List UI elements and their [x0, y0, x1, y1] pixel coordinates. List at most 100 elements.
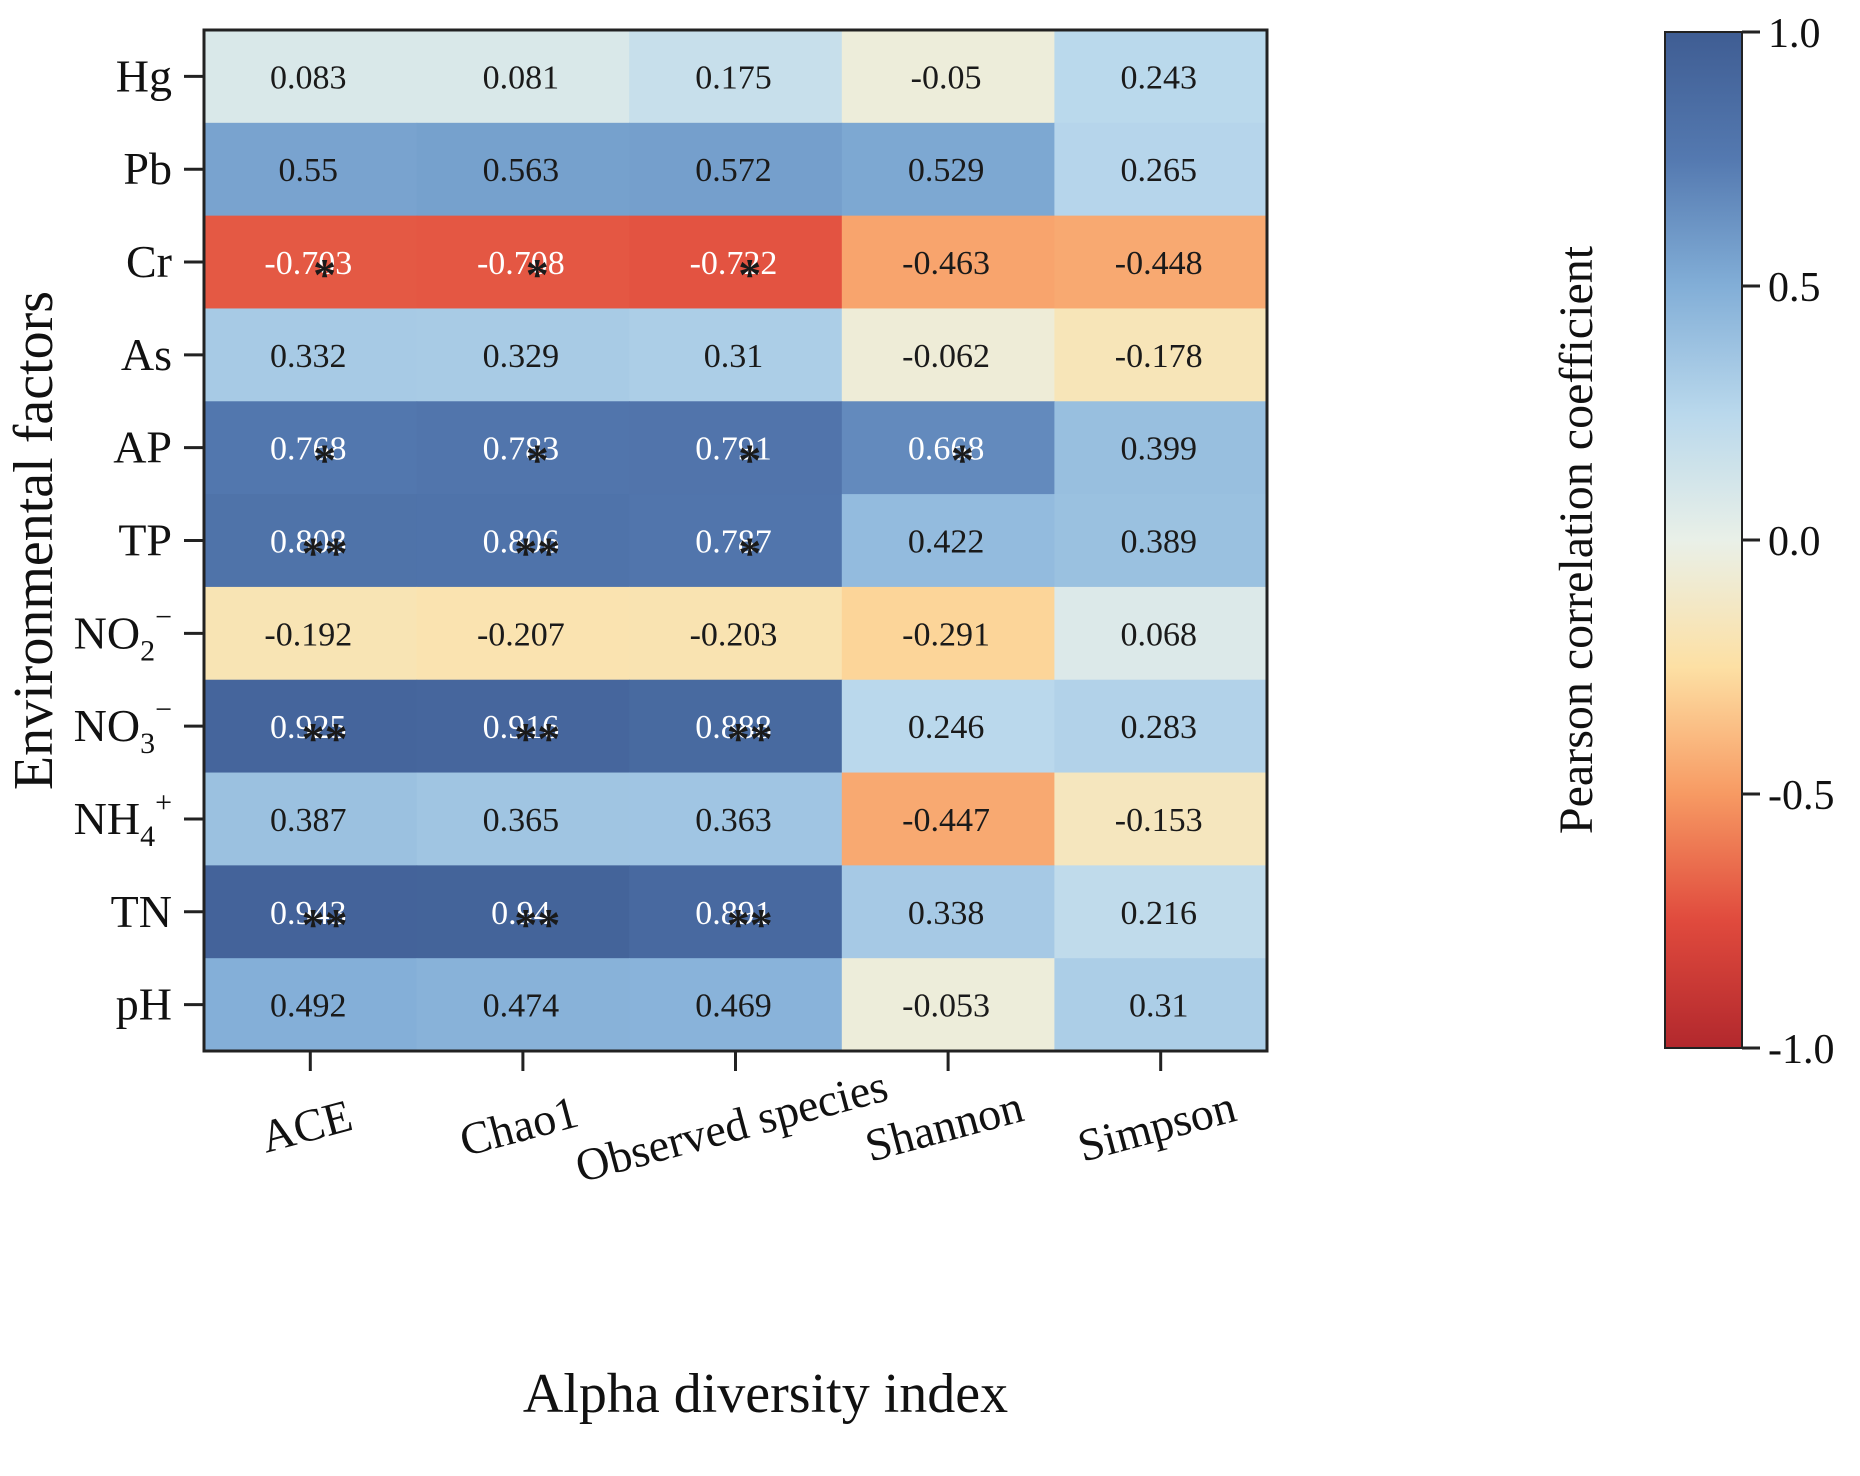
y-tick-label-superscript: + — [155, 786, 172, 819]
y-tick-label-base: Cr — [126, 236, 172, 287]
x-axis-title: Alpha diversity index — [523, 1363, 1008, 1425]
cell-value-label: 0.916 — [483, 709, 560, 746]
y-tick-label-base: pH — [116, 979, 172, 1030]
significance-marker: * — [738, 528, 761, 579]
cell-value-label: -0.062 — [902, 338, 990, 375]
y-tick-label: TP — [118, 515, 172, 566]
heatmap-cell — [629, 308, 843, 402]
heatmap-cell — [841, 494, 1055, 588]
heatmap-cells — [204, 30, 1268, 1052]
y-tick-label: pH — [116, 979, 172, 1030]
heatmap-cell — [629, 586, 843, 681]
heatmap-cell — [416, 865, 630, 959]
y-tick-label: NH4+ — [74, 786, 172, 853]
cell-value-label: 0.31 — [1129, 988, 1189, 1025]
cell-value-label: 0.365 — [483, 802, 560, 839]
heatmap-cell — [629, 679, 843, 774]
cell-value-label: 0.55 — [279, 152, 339, 189]
heatmap-cell — [204, 122, 418, 217]
heatmap-cell — [629, 494, 843, 588]
cell-value-label: -0.722 — [690, 245, 778, 282]
heatmap-cell — [416, 215, 630, 310]
cell-value-label: 0.925 — [270, 709, 347, 746]
significance-marker: ** — [727, 899, 773, 950]
cell-labels: 0.083 0.081 0.175 -0.05 0.243 0.55 0.563 0.572 0… — [264, 59, 1202, 1024]
cell-value-label: 0.338 — [908, 895, 985, 932]
heatmap-cell — [841, 122, 1055, 217]
heatmap-cell — [204, 401, 418, 495]
cell-value-label: 0.246 — [908, 709, 985, 746]
x-tick-label: Observed species — [570, 1060, 893, 1192]
heatmap-cell — [416, 958, 630, 1052]
colorbar-tick-label: -0.5 — [1768, 773, 1835, 819]
significance-marker: ** — [302, 713, 348, 764]
colorbar-gradient — [1664, 31, 1743, 1049]
heatmap-cell — [1054, 865, 1268, 959]
heatmap-cell — [629, 772, 843, 866]
cell-value-label: -0.053 — [902, 988, 990, 1025]
heatmap-cell — [629, 215, 843, 310]
cell-value-label: -0.291 — [902, 616, 990, 653]
colorbar-title: Pearson correlation coefficient — [1550, 245, 1603, 834]
heatmap-cell — [841, 772, 1055, 866]
x-tick-label: ACE — [255, 1089, 357, 1162]
heatmap-cell — [416, 308, 630, 402]
significance-marker: * — [738, 249, 761, 300]
heatmap-cell — [204, 30, 418, 124]
y-tick-label-base: NH — [74, 793, 140, 844]
y-tick-label: NO2− — [74, 600, 172, 667]
heatmap-cell — [629, 401, 843, 495]
cell-value-label: 0.529 — [908, 152, 985, 189]
cell-value-label: 0.492 — [270, 988, 347, 1025]
cell-value-label: 0.474 — [483, 988, 560, 1025]
heatmap-cell — [841, 679, 1055, 774]
heatmap-cell — [1054, 679, 1268, 774]
x-tick-label: Simpson — [1072, 1081, 1241, 1172]
heatmap-cell — [416, 494, 630, 588]
cell-value-label: -0.463 — [902, 245, 990, 282]
heatmap-cell — [416, 679, 630, 774]
cell-value-label: 0.399 — [1120, 431, 1197, 468]
y-tick-label: Cr — [126, 236, 172, 287]
y-tick-label-superscript: − — [155, 693, 172, 726]
heatmap-cell — [841, 30, 1055, 124]
significance-marker: ** — [302, 528, 348, 579]
heatmap-cell — [204, 308, 418, 402]
cell-value-label: 0.668 — [908, 431, 985, 468]
cell-value-label: -0.178 — [1115, 338, 1203, 375]
colorbar-tick-label: 0.0 — [1768, 519, 1821, 565]
y-tick-label-superscript: − — [155, 600, 172, 633]
y-tick-label-subscript: 4 — [140, 820, 155, 853]
y-tick-label-base: Hg — [116, 50, 172, 101]
y-tick-label-subscript: 3 — [140, 727, 155, 760]
cell-value-label: 0.783 — [483, 431, 560, 468]
y-tick-label: TN — [111, 886, 172, 937]
heatmap-cell — [1054, 586, 1268, 681]
y-tick-label: Pb — [123, 143, 172, 194]
cell-value-label: 0.806 — [483, 524, 560, 561]
cell-value-label: 0.808 — [270, 524, 347, 561]
heatmap-cell — [204, 586, 418, 681]
significance-marker: ** — [514, 528, 560, 579]
cell-value-label: 0.469 — [695, 988, 772, 1025]
heatmap-cell — [841, 401, 1055, 495]
y-tick-label: NO3− — [74, 693, 172, 760]
y-tick-label: AP — [113, 422, 172, 473]
cell-value-label: 0.768 — [270, 431, 347, 468]
heatmap-cell — [629, 865, 843, 959]
cell-value-label: 0.94 — [491, 895, 551, 932]
cell-value-label: 0.329 — [483, 338, 560, 375]
heatmap-cell — [629, 122, 843, 217]
heatmap-cell — [1054, 772, 1268, 866]
significance-marker: ** — [514, 899, 560, 950]
significance-marker: ** — [302, 899, 348, 950]
heatmap-cell — [1054, 122, 1268, 217]
cell-value-label: -0.708 — [477, 245, 565, 282]
cell-value-label: 0.283 — [1120, 709, 1197, 746]
colorbar-tick-label: 0.5 — [1768, 265, 1821, 311]
cell-value-label: -0.153 — [1115, 802, 1203, 839]
cell-value-label: 0.563 — [483, 152, 560, 189]
heatmap-cell — [1054, 215, 1268, 310]
colorbar-tick-label: 1.0 — [1768, 11, 1821, 57]
